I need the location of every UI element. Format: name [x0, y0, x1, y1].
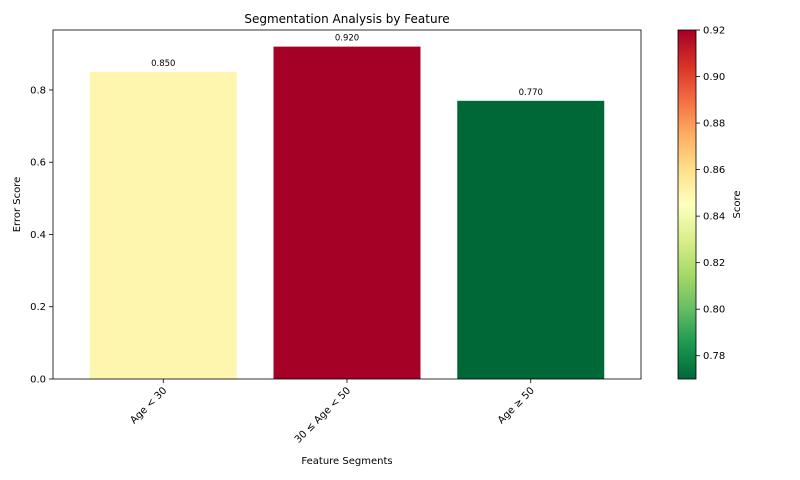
colorbar-label: Score: [732, 190, 743, 218]
x-tick-label-2: Age ≥ 50: [496, 385, 537, 426]
colorbar-tick-label-2: 0.82: [703, 258, 725, 269]
data-label-1: 0.920: [335, 34, 359, 44]
colorbar-tick-label-5: 0.88: [703, 119, 725, 130]
y-tick-label-0: 0.0: [30, 375, 46, 386]
x-axis: Age < 30 30 ≤ Age < 50 Age ≥ 50: [128, 379, 537, 446]
bars-group: [89, 46, 605, 380]
data-label-2: 0.770: [519, 88, 543, 98]
chart-title: Segmentation Analysis by Feature: [244, 12, 449, 26]
y-tick-label-1: 0.2: [30, 302, 46, 313]
x-tick-label-1: 30 ≤ Age < 50: [293, 385, 353, 445]
colorbar: [677, 29, 697, 380]
y-tick-label-4: 0.8: [30, 85, 46, 96]
data-labels-group: 0.850 0.920 0.770: [151, 34, 543, 98]
y-tick-label-2: 0.4: [30, 230, 46, 241]
bar-0: [89, 71, 237, 379]
colorbar-tick-label-3: 0.84: [703, 212, 725, 223]
y-axis: 0.0 0.2 0.4 0.6 0.8: [30, 85, 53, 386]
colorbar-tick-label-0: 0.78: [703, 351, 725, 362]
y-axis-label: Error Score: [12, 177, 23, 233]
colorbar-tick-label-7: 0.92: [703, 26, 725, 37]
colorbar-ticks: 0.78 0.80 0.82 0.84 0.86 0.88 0.90 0.92: [696, 26, 725, 362]
x-tick-label-0: Age < 30: [128, 385, 169, 426]
y-tick-label-3: 0.6: [30, 158, 46, 169]
colorbar-tick-label-1: 0.80: [703, 305, 725, 316]
bar-2: [457, 100, 605, 380]
colorbar-tick-label-4: 0.86: [703, 165, 725, 176]
colorbar-tick-label-6: 0.90: [703, 72, 725, 83]
x-axis-label: Feature Segments: [301, 456, 392, 467]
data-label-0: 0.850: [151, 59, 175, 69]
bar-1: [273, 46, 421, 379]
